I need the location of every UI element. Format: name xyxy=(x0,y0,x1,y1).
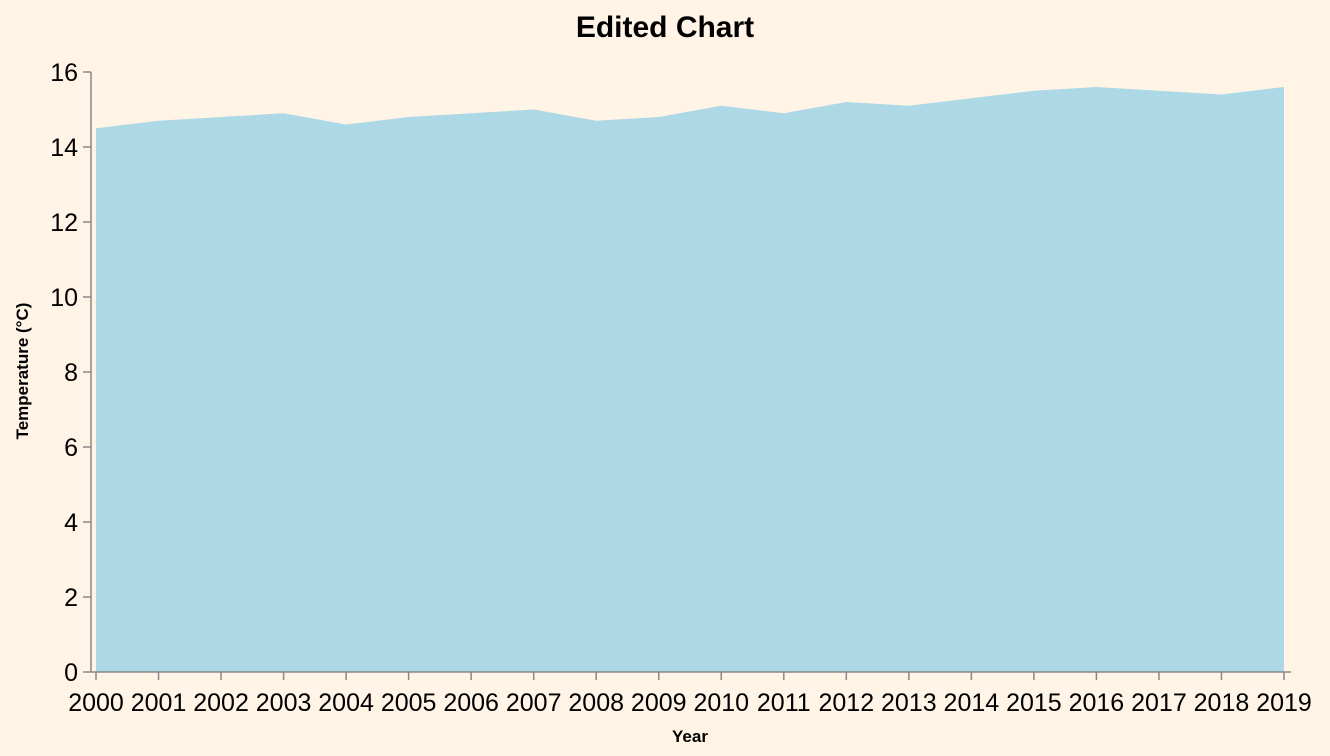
x-tick-label: 2007 xyxy=(506,689,562,717)
y-tick-label: 2 xyxy=(64,584,78,612)
x-tick-label: 2019 xyxy=(1256,689,1312,717)
x-tick-label: 2011 xyxy=(757,689,811,717)
y-tick-label: 4 xyxy=(64,509,78,537)
x-tick-label: 2017 xyxy=(1131,689,1187,717)
x-tick-label: 2008 xyxy=(568,689,624,717)
y-axis-title: Temperature (°C) xyxy=(13,303,32,440)
y-tick-label: 6 xyxy=(64,434,78,462)
x-axis: 2000 2001 2002 2003 2004 2005 2006 2007 2008 2009… xyxy=(68,671,1312,717)
y-axis: 0 2 4 6 8 10 12 14 16 xyxy=(50,59,92,687)
y-tick-label: 10 xyxy=(50,284,78,312)
chart-title: Edited Chart xyxy=(576,11,754,44)
x-tick-label: 2000 xyxy=(68,689,124,717)
x-tick-label: 2016 xyxy=(1069,689,1125,717)
x-tick-label: 2009 xyxy=(631,689,687,717)
y-tick-label: 16 xyxy=(50,59,78,87)
x-tick-label: 2010 xyxy=(693,689,749,717)
x-tick-label: 2006 xyxy=(443,689,499,717)
y-tick-label: 14 xyxy=(50,134,78,162)
x-tick-label: 2014 xyxy=(944,689,1000,717)
x-tick-label: 2018 xyxy=(1194,689,1250,717)
x-axis-title: Year xyxy=(672,727,708,746)
x-tick-label: 2005 xyxy=(381,689,437,717)
x-tick-label: 2013 xyxy=(881,689,937,717)
x-tick-label: 2004 xyxy=(318,689,374,717)
y-tick-label: 12 xyxy=(50,209,78,237)
x-tick-label: 2003 xyxy=(256,689,312,717)
y-tick-label: 8 xyxy=(64,359,78,387)
x-tick-label: 2001 xyxy=(131,689,187,717)
x-tick-label: 2002 xyxy=(193,689,249,717)
temperature-area xyxy=(96,87,1284,672)
y-tick-label: 0 xyxy=(64,659,78,687)
x-tick-label: 2012 xyxy=(819,689,875,717)
x-tick-label: 2015 xyxy=(1006,689,1062,717)
